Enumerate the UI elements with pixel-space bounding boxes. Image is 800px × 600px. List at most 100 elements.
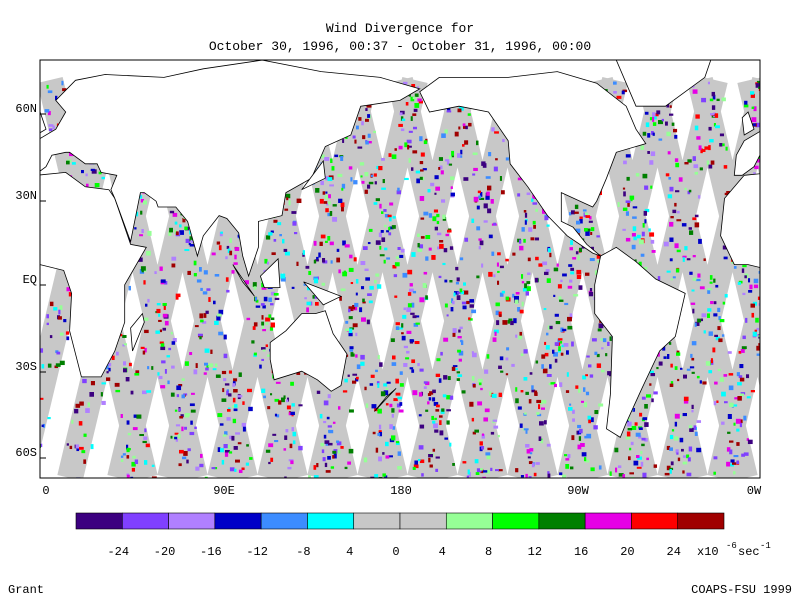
swath-speckle	[471, 309, 477, 314]
swath-speckle	[267, 354, 272, 357]
swath-speckle	[694, 322, 697, 327]
swath-speckle	[521, 274, 524, 279]
swath-speckle	[216, 241, 221, 245]
swath-speckle	[642, 131, 647, 136]
swath-speckle	[34, 429, 37, 432]
swath-speckle	[352, 323, 358, 328]
swath-speckle	[294, 232, 298, 235]
swath-speckle	[483, 470, 488, 473]
swath-speckle	[679, 437, 684, 443]
swath-speckle	[408, 93, 411, 97]
swath-speckle	[233, 389, 238, 393]
swath-speckle	[519, 331, 523, 337]
swath-speckle	[783, 200, 786, 205]
swath-speckle	[428, 454, 434, 458]
swath-speckle	[400, 248, 405, 253]
swath-speckle	[572, 418, 575, 422]
swath-speckle	[694, 125, 699, 131]
swath-speckle	[492, 337, 497, 342]
swath-speckle	[709, 275, 713, 280]
colorbar-swatch	[353, 512, 401, 530]
swath-speckle	[480, 468, 484, 474]
swath-speckle	[66, 287, 71, 292]
swath-speckle	[498, 311, 502, 317]
swath-speckle	[143, 280, 146, 285]
swath-speckle	[479, 192, 483, 197]
swath-speckle	[704, 146, 709, 150]
swath-speckle	[350, 282, 354, 285]
swath-speckle	[523, 210, 527, 213]
swath-speckle	[190, 409, 196, 413]
swath-speckle	[353, 180, 358, 185]
swath-speckle	[352, 380, 357, 384]
swath-speckle	[501, 290, 506, 294]
swath-speckle	[499, 292, 504, 297]
swath-speckle	[713, 456, 718, 460]
swath-speckle	[461, 301, 467, 305]
swath-speckle	[596, 235, 600, 238]
swath-speckle	[566, 372, 569, 377]
swath-speckle	[412, 466, 416, 470]
landmass	[720, 173, 760, 268]
swath-speckle	[172, 338, 177, 343]
swath-speckle	[778, 254, 781, 258]
swath-speckle	[609, 336, 613, 341]
swath-speckle	[383, 259, 386, 264]
swath-speckle	[547, 473, 551, 478]
swath-speckle	[238, 372, 242, 377]
swath-speckle	[255, 305, 261, 308]
swath-speckle	[715, 125, 720, 129]
swath-speckle	[625, 211, 630, 216]
swath-speckle	[380, 391, 386, 397]
swath-speckle	[633, 236, 637, 241]
swath-speckle	[224, 383, 230, 386]
swath-speckle	[760, 296, 765, 300]
swath-speckle	[55, 350, 59, 354]
swath-speckle	[514, 299, 519, 304]
swath-speckle	[733, 404, 738, 407]
swath-speckle	[362, 135, 366, 140]
swath-speckle	[774, 190, 776, 192]
swath-speckle	[758, 271, 760, 274]
swath-speckle	[391, 154, 397, 159]
swath-speckle	[242, 401, 245, 405]
swath-speckle	[726, 461, 731, 467]
swath-speckle	[514, 295, 519, 301]
swath-speckle	[579, 428, 583, 434]
swath-speckle	[400, 116, 404, 121]
swath-speckle	[523, 428, 529, 431]
swath-speckle	[291, 211, 297, 214]
swath-speckle	[255, 297, 258, 301]
swath-speckle	[527, 272, 531, 275]
swath-speckle	[367, 293, 372, 297]
swath-speckle	[373, 173, 377, 177]
swath-speckle	[27, 406, 32, 408]
swath-speckle	[755, 122, 760, 128]
swath-speckle	[233, 446, 238, 450]
swath-speckle	[360, 361, 365, 366]
swath-speckle	[369, 285, 374, 290]
swath-speckle	[319, 241, 323, 246]
swath-speckle	[782, 409, 786, 412]
swath-speckle	[62, 88, 67, 92]
swath-speckle	[377, 355, 380, 360]
swath-speckle	[122, 453, 126, 456]
swath-speckle	[517, 193, 521, 197]
swath-speckle	[370, 374, 375, 378]
swath-speckle	[689, 230, 694, 235]
swath-speckle	[535, 256, 539, 261]
swath-speckle	[340, 446, 344, 449]
swath-speckle	[734, 397, 739, 400]
swath-speckle	[291, 403, 295, 407]
swath-speckle	[691, 341, 697, 346]
swath-speckle	[401, 323, 404, 328]
swath-speckle	[436, 220, 440, 225]
swath-speckle	[273, 293, 279, 296]
swath-speckle	[337, 173, 343, 178]
swath-speckle	[590, 232, 593, 236]
swath-speckle	[531, 198, 534, 202]
swath-speckle	[101, 400, 106, 405]
swath-speckle	[355, 378, 359, 382]
swath-speckle	[69, 152, 74, 157]
swath-speckle	[126, 420, 130, 425]
